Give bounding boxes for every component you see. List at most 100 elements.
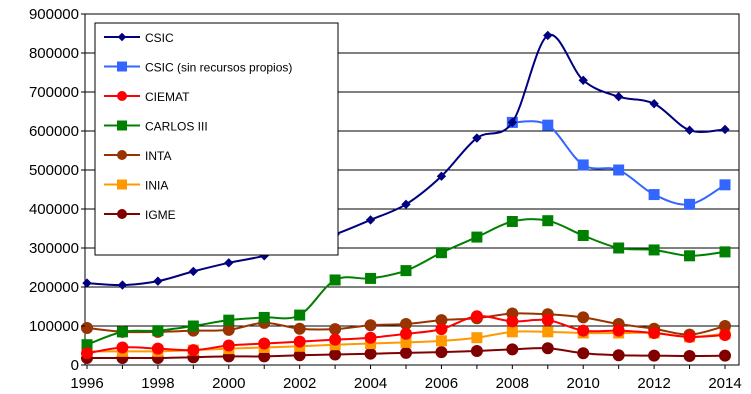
data-point	[648, 327, 661, 340]
x-tick-label: 2008	[496, 375, 529, 392]
data-point	[542, 215, 554, 227]
data-point	[258, 350, 271, 363]
y-tick-label: 100000	[29, 318, 79, 335]
data-point	[649, 99, 659, 109]
data-point	[329, 348, 342, 361]
data-point	[683, 330, 696, 343]
legend-item: INIA	[104, 179, 168, 193]
y-tick-label: 300000	[29, 240, 79, 257]
legend-label: INTA	[145, 149, 171, 163]
data-point	[506, 315, 519, 328]
data-point	[719, 179, 731, 191]
data-point	[152, 325, 164, 337]
data-point	[435, 247, 447, 259]
data-point	[435, 335, 447, 347]
data-point	[400, 336, 412, 348]
y-axis-ticks: 0 100000 200000 300000 400000 500000 600000 700…	[29, 6, 85, 374]
data-point	[294, 309, 306, 321]
data-point	[541, 314, 554, 327]
y-tick-label: 200000	[29, 279, 79, 296]
data-point	[612, 349, 625, 362]
legend-label: CARLOS III	[145, 120, 208, 134]
data-point	[117, 280, 128, 290]
legend-item: CIEMAT	[104, 90, 190, 104]
data-point	[471, 332, 483, 344]
legend-box	[94, 22, 339, 256]
data-point	[223, 314, 235, 326]
series-carlos-iii	[81, 215, 731, 351]
data-point	[507, 117, 518, 128]
legend-label: CSIC	[145, 31, 174, 45]
data-point	[684, 125, 695, 135]
data-point	[329, 333, 342, 346]
data-point	[81, 347, 93, 360]
data-point	[436, 171, 447, 181]
data-point	[648, 349, 661, 362]
y-tick-label: 700000	[29, 84, 79, 101]
data-point	[612, 324, 625, 337]
y-tick-label: 400000	[29, 201, 79, 218]
data-point	[364, 331, 377, 344]
data-point	[506, 326, 518, 338]
legend-marker	[117, 179, 127, 190]
series-ciemat	[81, 310, 731, 360]
legend-item: CSIC	[104, 31, 174, 45]
data-point	[116, 341, 129, 354]
x-tick-label: 2012	[637, 375, 670, 392]
y-tick-label: 900000	[29, 6, 79, 23]
series-group	[81, 30, 731, 364]
legend-marker	[117, 32, 127, 42]
data-point	[613, 92, 624, 102]
x-tick-label: 2000	[212, 375, 245, 392]
data-point	[187, 320, 199, 332]
y-tick-label: 600000	[29, 123, 79, 140]
x-tick-label: 2006	[425, 375, 458, 392]
data-point	[577, 230, 589, 242]
data-point	[293, 335, 306, 348]
legend-marker	[117, 209, 127, 219]
legend-item: CSIC (sin recursos propios)	[104, 61, 292, 75]
x-tick-label: 2004	[354, 375, 387, 392]
data-point	[258, 337, 271, 350]
data-point	[577, 159, 589, 171]
series-csic-sin-recursos-propios	[506, 116, 731, 210]
legend-marker	[117, 120, 127, 131]
data-point	[187, 344, 200, 357]
data-point	[364, 319, 377, 332]
x-axis-ticks: 1996 1998 2000 2002 2004 2006 2008 2010 2012 2014	[70, 365, 742, 392]
data-point	[719, 349, 731, 362]
legend-item: CARLOS III	[104, 120, 208, 134]
data-point	[719, 246, 731, 258]
legend-item: INTA	[104, 149, 171, 163]
data-point	[224, 258, 234, 268]
x-tick-label: 1998	[141, 375, 174, 392]
data-point	[259, 251, 269, 261]
data-point	[293, 349, 306, 362]
data-point	[435, 314, 448, 327]
legend: CSIC CSIC (sin recursos propios) CIEMAT CAR…	[94, 22, 339, 256]
data-point	[541, 342, 554, 355]
x-tick-label: 2002	[283, 375, 316, 392]
data-point	[293, 322, 306, 335]
legend-marker	[117, 150, 127, 160]
data-point	[613, 242, 625, 254]
data-point	[222, 323, 235, 336]
x-tick-label: 2014	[708, 375, 741, 392]
data-point	[364, 347, 377, 360]
data-point	[577, 311, 590, 324]
y-tick-label: 0	[71, 357, 79, 374]
data-point	[542, 119, 554, 131]
legend-item: IGME	[104, 208, 176, 222]
data-point	[542, 326, 554, 338]
data-point	[153, 276, 163, 286]
data-point	[543, 30, 553, 41]
data-point	[401, 199, 411, 209]
data-point	[471, 231, 483, 243]
data-point	[81, 321, 93, 334]
legend-marker	[117, 91, 127, 101]
series-csic	[82, 30, 730, 290]
x-tick-label: 1996	[70, 375, 103, 392]
legend-label: IGME	[145, 208, 176, 222]
legend-label: CIEMAT	[145, 90, 190, 104]
